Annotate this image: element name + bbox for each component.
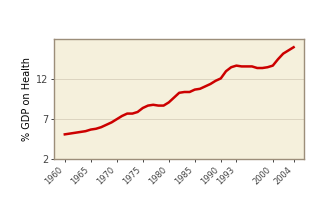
Text: Total U.S. Health Expenditure as % GDP by Year: Total U.S. Health Expenditure as % GDP b… [14,12,306,22]
Y-axis label: % GDP on Health: % GDP on Health [22,57,32,141]
